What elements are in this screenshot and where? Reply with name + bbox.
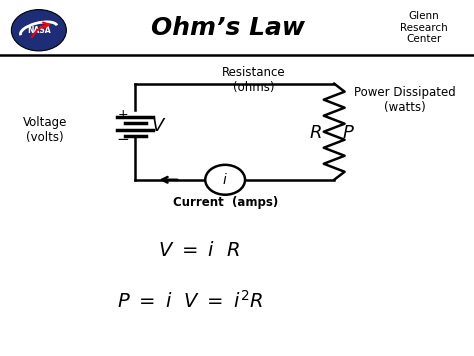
Text: Current  (amps): Current (amps) <box>173 197 278 209</box>
Text: +: + <box>118 108 128 121</box>
Text: −: − <box>117 132 129 147</box>
Text: Ohm’s Law: Ohm’s Law <box>151 16 304 40</box>
Text: NASA: NASA <box>27 26 51 35</box>
Text: Resistance
(ohms): Resistance (ohms) <box>222 66 285 94</box>
Text: $R$: $R$ <box>309 125 321 142</box>
Text: $P\ =\ i\ \ V\ =\ i^{2}R$: $P\ =\ i\ \ V\ =\ i^{2}R$ <box>117 290 263 312</box>
Text: $V$: $V$ <box>151 117 166 135</box>
Circle shape <box>11 10 66 51</box>
Circle shape <box>205 165 245 195</box>
Text: $V\ =\ i\ \ R$: $V\ =\ i\ \ R$ <box>158 241 240 261</box>
Text: Power Dissipated
(watts): Power Dissipated (watts) <box>355 86 456 114</box>
Text: Voltage
(volts): Voltage (volts) <box>23 116 67 144</box>
Text: Glenn
Research
Center: Glenn Research Center <box>401 11 448 44</box>
Text: $i$: $i$ <box>222 172 228 187</box>
Text: $P$: $P$ <box>342 125 355 142</box>
